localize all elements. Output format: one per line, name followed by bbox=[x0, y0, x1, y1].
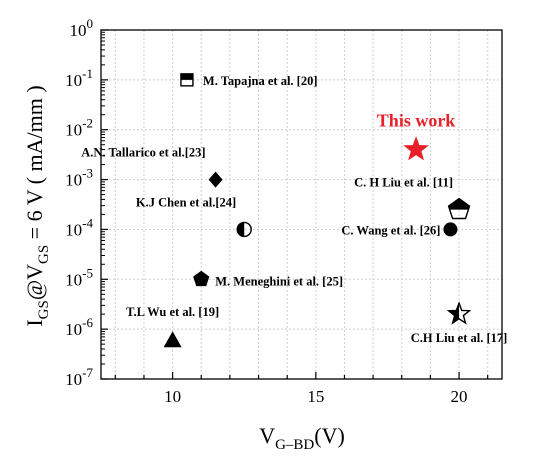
y-axis-title: IGS@VGS = 6 V ( mA/mm ) bbox=[22, 85, 52, 326]
point-label: A.N. Tallarico et al.[23] bbox=[81, 146, 205, 160]
y-tick-label: 100 bbox=[70, 16, 94, 40]
axis-ticks: 10 15 20 100 10-1 10-2 10-3 10-4 10-5 10-6 10-7 bbox=[65, 16, 489, 406]
y-tick-label: 10-6 bbox=[65, 315, 93, 339]
data-point-marker bbox=[193, 270, 210, 287]
data-point-marker bbox=[443, 222, 458, 237]
point-label: C.H Liu et al. [17] bbox=[411, 331, 508, 345]
x-tick-label: 20 bbox=[451, 387, 468, 406]
point-label: T.L Wu et al. [19] bbox=[126, 305, 219, 319]
data-point-marker bbox=[403, 136, 429, 161]
data-point-marker bbox=[447, 197, 471, 220]
point-labels: M. Tapajna et al. [20] This work A.N. Tall… bbox=[81, 74, 507, 345]
point-label: C. H Liu et al. [11] bbox=[354, 176, 453, 190]
data-point-marker bbox=[208, 171, 223, 188]
x-axis-title: VG–BD(V) bbox=[259, 423, 345, 453]
point-label: M. Meneghini et al. [25] bbox=[215, 274, 343, 288]
y-tick-label: 10-7 bbox=[65, 365, 93, 389]
point-label: K.J Chen et al.[24] bbox=[136, 195, 236, 209]
data-markers bbox=[163, 73, 472, 348]
x-tick-label: 10 bbox=[164, 387, 181, 406]
x-tick-label: 15 bbox=[307, 387, 324, 406]
y-tick-label: 10-2 bbox=[65, 116, 93, 140]
y-tick-label: 10-4 bbox=[65, 215, 93, 239]
highlight-label: This work bbox=[377, 111, 456, 131]
y-tick-label: 10-1 bbox=[65, 66, 93, 90]
data-point-marker bbox=[446, 301, 472, 325]
data-point-marker bbox=[236, 221, 252, 238]
point-label: C. Wang et al. [26] bbox=[341, 223, 440, 237]
y-tick-label: 10-5 bbox=[65, 265, 93, 289]
grid-lines bbox=[101, 30, 502, 379]
data-point-marker bbox=[180, 73, 194, 87]
data-point-marker bbox=[163, 331, 182, 348]
plot-frame bbox=[100, 29, 503, 380]
y-tick-label: 10-3 bbox=[65, 166, 93, 190]
point-label: M. Tapajna et al. [20] bbox=[203, 74, 318, 88]
